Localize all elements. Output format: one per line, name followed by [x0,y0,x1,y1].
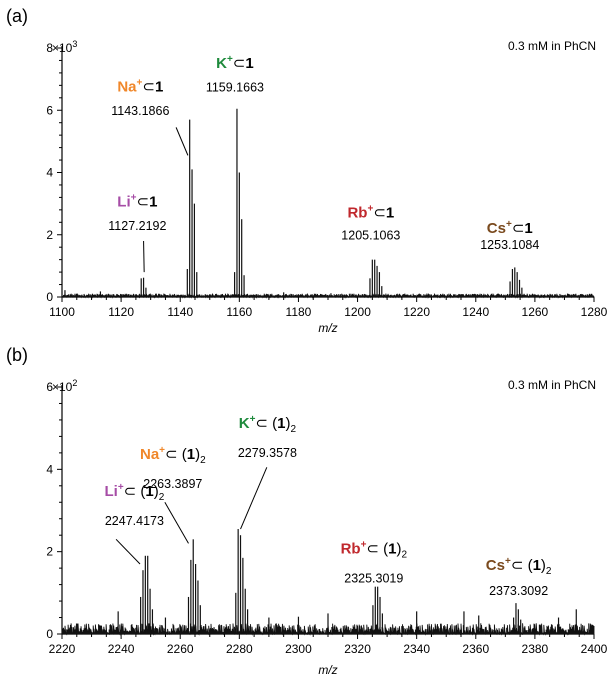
y-tick-label: 6 [46,380,53,394]
leader-line-li [115,538,141,565]
y-tick-label: 0 [46,290,53,304]
y-tick-label: 4 [46,166,53,180]
spectrum-baseline-a [61,293,595,299]
x-tick-label: 2340 [403,642,430,656]
condition-label-a: 0.3 mM in PhCN [508,39,596,53]
mass-label-cs: 1253.1084 [480,238,539,252]
x-tick-label: 2380 [522,642,549,656]
leader-line-k [240,467,268,530]
mass-label-rb: 2325.3019 [344,572,403,586]
ion-label-cs: Cs+⊂1 [487,219,533,237]
x-tick-label: 2300 [285,642,312,656]
x-tick-label: 2240 [108,642,135,656]
x-tick-label: 2260 [167,642,194,656]
y-tick-label: 0 [46,627,53,641]
ion-label-li: Li+⊂ (1)2 [104,482,164,503]
x-tick-label: 1160 [226,305,252,319]
ion-label-cs: Cs+⊂ (1)2 [486,556,552,577]
x-tick-label: 1240 [462,305,489,319]
panel-label-b: (b) [6,345,28,365]
mass-label-rb: 1205.1063 [341,228,400,242]
ion-label-k: K+⊂1 [216,54,254,72]
ion-label-li: Li+⊂1 [117,193,157,211]
x-tick-label: 1280 [581,305,608,319]
x-tick-label: 1120 [108,305,134,319]
mass-label-cs: 2373.3092 [489,584,548,598]
x-tick-label: 1100 [49,305,75,319]
y-tick-label: 8 [46,41,53,55]
ion-label-na: Na+⊂1 [117,78,163,96]
x-axis-label-a: m/z [318,321,337,335]
condition-label-b: 0.3 mM in PhCN [508,378,596,392]
leader-line-na [175,127,189,156]
leader-line-li [143,240,145,273]
x-tick-label: 1140 [167,305,193,319]
x-tick-label: 1260 [522,305,549,319]
y-tick-label: 2 [46,545,53,559]
y-multiplier-a: ×103 [52,39,77,55]
y-tick-label: 4 [46,462,53,476]
y-tick-label: 2 [46,228,53,242]
x-tick-label: 1180 [286,305,312,319]
x-tick-label: 2220 [49,642,76,656]
ion-label-k: K+⊂ (1)2 [239,414,297,435]
leader-line-na [164,502,189,544]
mass-label-k: 1159.1663 [206,81,264,95]
mass-label-li: 1127.2192 [108,219,166,233]
mass-label-na: 2263.3897 [143,477,202,491]
spectrum-panel-b: 2220 2240 2260 2280 2300 2320 2340 2360 2380 2400… [46,380,607,656]
x-tick-label: 1220 [403,305,430,319]
mass-label-k: 2279.3578 [238,446,297,460]
x-tick-label: 1200 [344,305,371,319]
panel-label-a: (a) [6,6,28,26]
mass-label-li: 2247.4173 [105,514,164,528]
mass-label-na: 1143.1866 [111,104,169,118]
ion-label-rb: Rb+⊂ (1)2 [341,540,408,561]
spectrum-panel-a: 1100 1120 1140 1160 1180 1200 1220 1240 1260 1280… [46,41,607,319]
y-tick-label: 6 [46,103,53,117]
x-tick-label: 2360 [462,642,489,656]
x-tick-label: 2280 [226,642,253,656]
x-tick-label: 2400 [581,642,608,656]
x-axis-label-b: m/z [318,663,337,677]
y-multiplier-b: ×102 [52,378,77,394]
ion-label-rb: Rb+⊂1 [347,204,394,222]
x-tick-label: 2320 [344,642,371,656]
ion-label-na: Na+⊂ (1)2 [140,445,206,466]
